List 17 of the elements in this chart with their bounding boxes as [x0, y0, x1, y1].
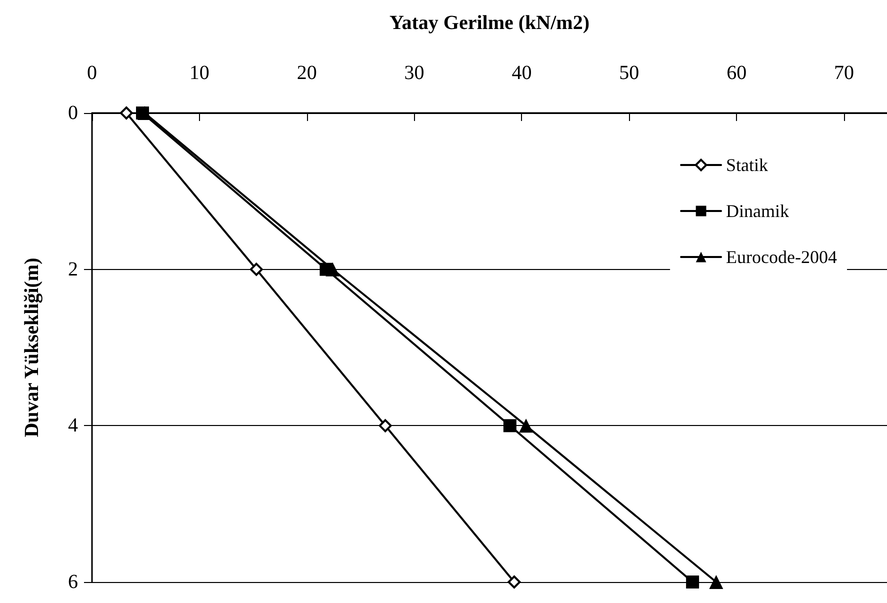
y-tick-label: 4	[68, 414, 78, 437]
y-tick-label: 0	[68, 102, 78, 124]
x-tick-label: 70	[834, 62, 854, 84]
legend-label: Statik	[726, 155, 768, 175]
x-tick-label: 40	[512, 62, 532, 84]
legend-label: Dinamik	[726, 201, 790, 221]
y-tick-label: 2	[68, 258, 78, 280]
y-axis-title: Duvar Yüksekliği(m)	[21, 258, 43, 438]
x-tick-label: 10	[189, 62, 210, 84]
x-tick-label: 50	[619, 62, 640, 84]
y-tick-label: 6	[68, 571, 78, 593]
x-axis-title: Yatay Gerilme (kN/m2)	[390, 12, 590, 34]
x-tick-label: 0	[87, 62, 97, 84]
x-tick-label: 30	[404, 62, 424, 84]
x-tick-label: 60	[726, 62, 747, 84]
x-tick-label: 20	[296, 62, 317, 84]
legend-label: Eurocode-2004	[726, 247, 838, 267]
